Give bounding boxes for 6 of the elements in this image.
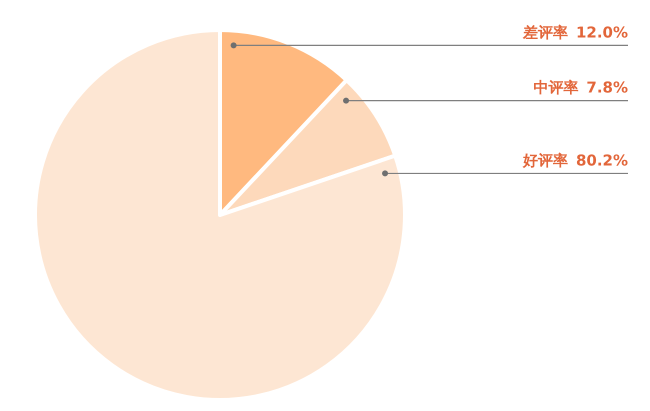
slice-label: 差评率 xyxy=(522,23,568,42)
slice-label: 好评率 xyxy=(522,151,568,170)
data-label: 12.0% xyxy=(576,23,628,42)
data-label: 7.8% xyxy=(586,78,628,97)
data-label: 80.2% xyxy=(576,151,628,170)
slice-label: 中评率 xyxy=(533,78,578,97)
